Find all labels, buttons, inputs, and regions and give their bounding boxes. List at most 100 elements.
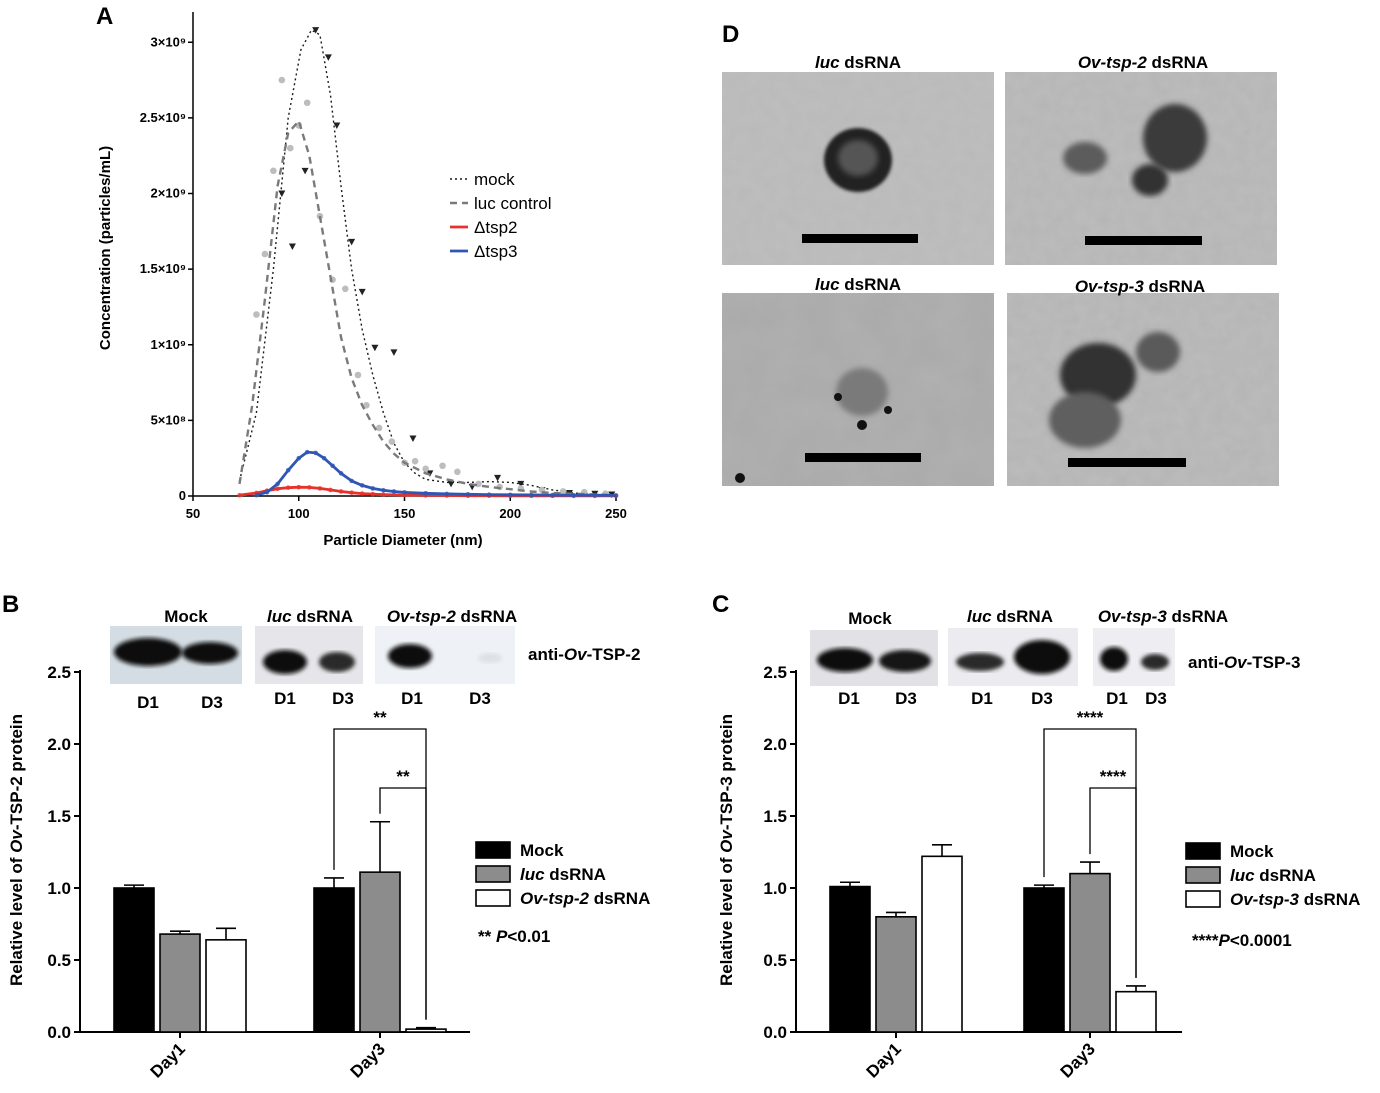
blot-c-group-label: Mock xyxy=(848,609,892,628)
series-line xyxy=(238,29,617,496)
blot-b-group-label: Mock xyxy=(164,607,208,626)
data-point xyxy=(358,288,366,296)
data-point xyxy=(324,54,332,61)
blot-c-antibody-label: anti-Ov-TSP-3 xyxy=(1188,653,1300,672)
chart-c-plot: 0.0 0.5 1.0 1.5 2.0 2.5 Day1 Day3 **** **** xyxy=(763,663,1182,1082)
text-part: Mock xyxy=(1230,842,1274,861)
text-part: dsRNA xyxy=(1299,890,1360,909)
data-point xyxy=(363,401,370,409)
chart-a-x-axis-label: Particle Diameter (nm) xyxy=(323,532,482,549)
legend-label: luc dsRNA xyxy=(1230,866,1316,885)
chart-a-y-axis-label: Concentration (particles/mL) xyxy=(97,146,114,350)
legend-swatch xyxy=(475,841,511,859)
blot-c-group-label: Ov-tsp-3 dsRNA xyxy=(1098,607,1228,626)
panel-label-c: C xyxy=(712,591,729,618)
y-tick-label: 1.0 xyxy=(763,879,787,898)
y-tick-label: 2.5 xyxy=(763,663,787,682)
blot-c-group-label: luc dsRNA xyxy=(967,607,1053,626)
bar xyxy=(875,915,917,1033)
blot-b-ov-tsp-2 xyxy=(375,626,515,684)
chart-a-legend: mock luc control Δtsp2 Δtsp3 xyxy=(450,170,551,261)
text-part: dsRNA xyxy=(589,889,650,908)
chart-a-ticks: 50 100 150 200 250 0 5×10⁸ 1×10⁹ 1.5×10⁹ 2×10⁹ 2.5… xyxy=(140,34,627,521)
y-tick-label: 1×10⁹ xyxy=(151,337,186,352)
blot-c-ov-tsp-3 xyxy=(1093,628,1175,686)
data-point xyxy=(278,76,286,84)
data-point xyxy=(388,438,396,445)
bar xyxy=(313,887,355,1033)
micrograph-1-title: luc dsRNA xyxy=(815,53,901,72)
legend-swatch xyxy=(1185,890,1221,908)
blot-b-lane-label: D3 xyxy=(469,689,491,708)
micrograph-2 xyxy=(1005,72,1277,265)
x-tick-label: 250 xyxy=(605,506,627,521)
data-point xyxy=(354,371,362,379)
text-part: dsRNA xyxy=(545,865,606,884)
legend-label: Mock xyxy=(520,841,564,860)
data-point xyxy=(341,285,349,293)
significance-bracket xyxy=(1089,787,1137,978)
y-tick-label: 2.0 xyxy=(47,735,71,754)
data-point xyxy=(559,488,567,495)
micrograph-3 xyxy=(722,293,994,486)
blot-c-lane-label: D1 xyxy=(838,689,860,708)
x-tick-label: 100 xyxy=(288,506,310,521)
panel-label-d: D xyxy=(722,21,739,48)
series-mock xyxy=(238,27,617,498)
blot-b-group-label: luc dsRNA xyxy=(267,607,353,626)
chart-b-pvalue-note: ** P<0.01 xyxy=(478,927,550,946)
y-tick-label: 0 xyxy=(179,488,186,503)
legend-label: Mock xyxy=(1230,842,1274,861)
data-point xyxy=(312,27,320,34)
data-point xyxy=(286,144,294,152)
bar xyxy=(159,933,201,1033)
x-tick-label: Day3 xyxy=(1057,1039,1099,1081)
data-point xyxy=(390,349,398,356)
chart-b: Mock luc dsRNA Ov-tsp-2 dsRNA D1 D3 D1 D… xyxy=(7,607,650,1082)
y-tick-label: 2.0 xyxy=(763,735,787,754)
data-point xyxy=(348,238,356,246)
legend-label: Δtsp2 xyxy=(474,218,518,237)
text-part: Ov-tsp-3 xyxy=(1230,890,1300,909)
bar xyxy=(1115,990,1157,1033)
y-tick-label: 1.5 xyxy=(763,807,787,826)
data-point xyxy=(278,190,286,197)
panel-label-a: A xyxy=(96,3,113,30)
data-point xyxy=(454,468,461,476)
electron-micrographs: luc dsRNA Ov-tsp-2 dsRNA luc dsRNA Ov-ts… xyxy=(722,53,1279,486)
y-tick-label: 5×10⁸ xyxy=(151,412,186,427)
x-tick-label: Day1 xyxy=(863,1039,905,1081)
scale-bar xyxy=(805,453,921,462)
x-tick-label: Day1 xyxy=(147,1039,189,1081)
scale-bar xyxy=(1068,458,1186,467)
data-point xyxy=(409,435,417,443)
micrograph-4-title: Ov-tsp-3 dsRNA xyxy=(1075,277,1205,296)
legend-swatch xyxy=(475,865,511,883)
blot-b-lane-label: D1 xyxy=(401,689,423,708)
blot-b-lane-label: D1 xyxy=(137,693,159,712)
y-tick-label: 0.0 xyxy=(763,1023,787,1042)
data-point xyxy=(411,457,419,465)
micrograph-2-title: Ov-tsp-2 dsRNA xyxy=(1078,53,1208,72)
data-point xyxy=(517,480,525,488)
legend-swatch xyxy=(475,889,511,907)
blot-c-mock xyxy=(810,630,938,686)
data-point xyxy=(270,167,277,175)
panel-label-b: B xyxy=(2,591,19,618)
y-tick-label: 0.5 xyxy=(763,951,787,970)
micrograph-4 xyxy=(1007,293,1279,486)
legend-label: Δtsp3 xyxy=(474,242,518,261)
blot-c-luc xyxy=(948,628,1078,686)
data-point xyxy=(371,344,379,352)
data-point xyxy=(333,122,341,129)
data-point xyxy=(422,465,429,473)
data-point xyxy=(261,250,269,258)
y-tick-label: 2.5 xyxy=(47,663,71,682)
data-point xyxy=(494,474,502,482)
legend-swatch xyxy=(1185,842,1221,860)
text-part: Ov-tsp-2 xyxy=(520,889,590,908)
bar xyxy=(921,855,963,1033)
scale-bar xyxy=(1085,236,1202,245)
significance-label: **** xyxy=(1100,767,1127,786)
